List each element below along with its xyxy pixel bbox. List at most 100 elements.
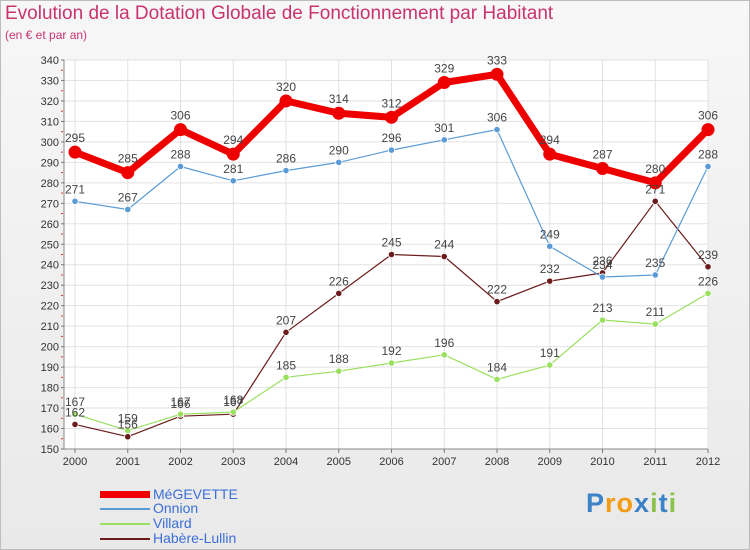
data-point (335, 158, 343, 166)
data-point (68, 145, 82, 159)
data-point (546, 361, 554, 369)
data-label: 306 (698, 109, 718, 123)
data-point (493, 126, 501, 134)
data-label: 234 (592, 258, 612, 272)
data-label: 226 (698, 274, 718, 288)
legend-item-megevette[interactable]: MéGEVETTE (100, 487, 238, 502)
legend-swatch (100, 522, 150, 525)
data-point (121, 166, 135, 180)
data-point (651, 271, 659, 279)
y-tick-label: 250 (41, 239, 59, 251)
data-label: 185 (276, 358, 296, 372)
data-point (704, 162, 712, 171)
data-point (332, 106, 346, 120)
data-point (651, 197, 659, 205)
data-label: 156 (118, 418, 138, 432)
y-tick-label: 200 (41, 342, 59, 354)
data-label: 287 (592, 148, 612, 162)
data-point (279, 94, 293, 108)
data-label: 188 (329, 352, 349, 366)
y-tick-label: 230 (41, 280, 59, 292)
logo-letter: P (586, 488, 606, 518)
data-label: 280 (645, 162, 665, 176)
data-point (543, 147, 557, 161)
x-tick-label: 2003 (221, 456, 245, 468)
data-point (490, 67, 504, 81)
data-label: 285 (118, 152, 138, 166)
x-tick-label: 2011 (643, 456, 667, 468)
logo-letter: o (616, 488, 635, 518)
x-tick-label: 2001 (116, 456, 140, 468)
logo-letter: i (668, 488, 678, 518)
data-label: 333 (487, 53, 507, 67)
data-label: 294 (223, 133, 243, 147)
data-label: 211 (646, 305, 665, 319)
x-tick-label: 2009 (538, 456, 562, 468)
data-point (385, 110, 398, 124)
data-point (226, 147, 240, 161)
data-point (387, 250, 396, 259)
logo-letter: x (634, 488, 651, 518)
data-point (596, 162, 609, 176)
data-point (176, 162, 185, 171)
data-point (71, 410, 79, 418)
legend-swatch (100, 491, 150, 498)
data-label: 249 (540, 227, 560, 241)
data-label: 301 (434, 121, 454, 135)
data-label: 306 (170, 109, 190, 123)
data-label: 162 (65, 405, 85, 419)
plot-area (64, 60, 708, 449)
data-label: 245 (381, 236, 401, 250)
data-label: 222 (487, 283, 507, 297)
legend-item-onnion[interactable]: Onnion (100, 501, 198, 516)
data-point (387, 359, 396, 367)
y-tick-label: 160 (41, 424, 59, 436)
legend-item-habere-lullin[interactable]: Habère-Lullin (100, 531, 236, 546)
data-label: 196 (434, 336, 454, 350)
x-tick-label: 2007 (432, 456, 456, 468)
chart-title: Evolution de la Dotation Globale de Fonc… (5, 3, 554, 24)
data-point (598, 316, 607, 324)
y-tick-label: 280 (41, 178, 59, 190)
data-point (648, 176, 662, 190)
data-point (704, 263, 712, 271)
legend-label: MéGEVETTE (153, 486, 238, 502)
legend-swatch (100, 537, 150, 540)
data-point (335, 289, 343, 297)
legend-label: Habère-Lullin (153, 530, 237, 546)
data-label: 306 (487, 111, 507, 125)
data-point (546, 242, 554, 250)
data-point (71, 197, 79, 205)
data-label: 192 (381, 344, 401, 358)
y-tick-label: 260 (41, 219, 59, 231)
data-label: 166 (170, 397, 190, 411)
data-label: 213 (592, 301, 612, 315)
data-label: 232 (540, 262, 560, 276)
data-point (282, 373, 290, 381)
legend-item-villard[interactable]: Villard (100, 516, 192, 531)
data-label: 312 (381, 96, 401, 110)
y-tick-label: 270 (41, 198, 59, 210)
data-point (651, 320, 659, 328)
data-point (387, 146, 396, 154)
x-tick-label: 2005 (327, 456, 351, 468)
data-label: 286 (276, 152, 296, 166)
y-tick-label: 340 (41, 55, 59, 67)
chart-subtitle: (en € et par an) (5, 28, 88, 42)
grid-lines (64, 59, 709, 450)
series-layer (68, 67, 715, 441)
data-label: 281 (223, 162, 243, 176)
data-label: 168 (223, 393, 243, 407)
data-label: 288 (698, 147, 718, 161)
logo-letter: i (650, 488, 659, 518)
data-point (335, 367, 343, 375)
data-point (124, 205, 132, 214)
data-label: 207 (276, 313, 296, 327)
data-point (174, 123, 187, 137)
data-label: 294 (540, 133, 560, 147)
y-tick-label: 240 (41, 260, 59, 272)
data-point (124, 426, 132, 435)
data-label: 267 (118, 190, 138, 204)
data-label: 191 (540, 346, 560, 360)
